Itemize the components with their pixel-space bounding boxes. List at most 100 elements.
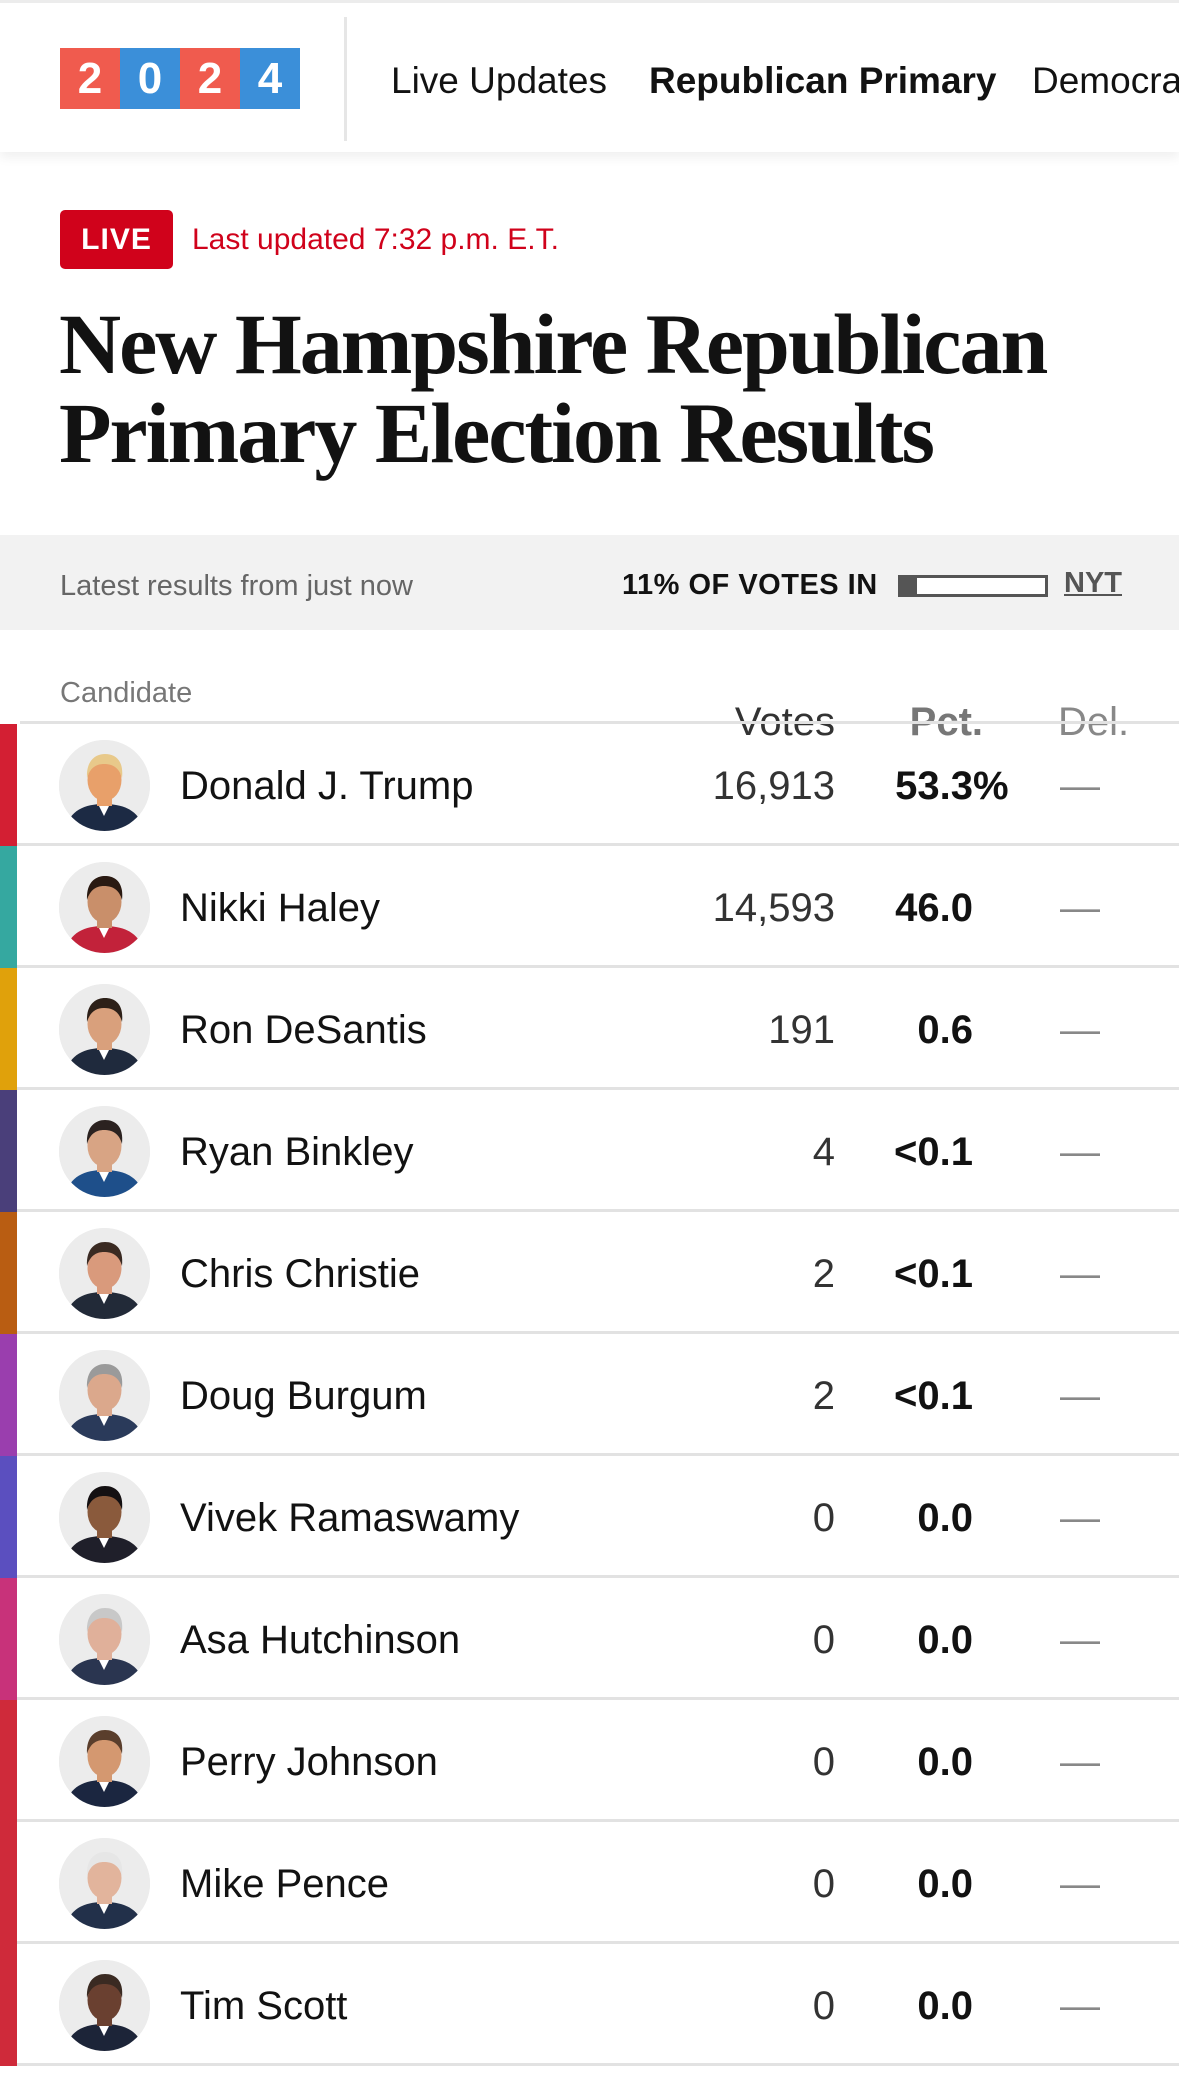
candidate-votes: 0: [812, 1740, 835, 1784]
candidate-photo-icon: [59, 1594, 150, 1685]
candidate-name: Nikki Haley: [180, 886, 381, 930]
candidate-pct-value: <0.1: [894, 1130, 973, 1174]
candidate-color-stripe: [0, 1578, 17, 1700]
table-row[interactable]: Ron DeSantis 191 0.6 —: [0, 968, 1179, 1090]
candidate-name: Chris Christie: [180, 1252, 421, 1296]
candidate-avatar: [59, 1960, 150, 2051]
candidate-pct: <0.1: [884, 1128, 973, 1176]
candidate-pct: 0.0: [884, 1494, 973, 1542]
candidate-name: Mike Pence: [180, 1862, 389, 1906]
candidate-pct: 0.6: [884, 1006, 973, 1054]
logo-digit: 2: [60, 48, 120, 109]
candidate-delegates: —: [1060, 764, 1100, 808]
candidate-photo-icon: [59, 1472, 150, 1563]
candidate-delegates: —: [1060, 886, 1100, 930]
candidate-name: Donald J. Trump: [180, 764, 474, 808]
table-row[interactable]: Asa Hutchinson 0 0.0 —: [0, 1578, 1179, 1700]
candidate-color-stripe: [0, 968, 17, 1090]
candidate-avatar: [59, 1838, 150, 1929]
candidate-pct: 46.0: [884, 884, 973, 932]
table-row[interactable]: Mike Pence 0 0.0 —: [0, 1822, 1179, 1944]
candidate-pct-value: <0.1: [894, 1374, 973, 1418]
candidate-photo-icon: [59, 984, 150, 1075]
candidate-pct-value: 53.3: [895, 764, 973, 808]
candidate-pct-value: 0.0: [917, 1862, 973, 1906]
votes-in-label: 11% OF VOTES IN: [622, 569, 878, 601]
candidate-photo-icon: [59, 1716, 150, 1807]
candidate-color-stripe: [0, 1334, 17, 1456]
candidate-color-stripe: [0, 724, 17, 846]
nav-item-democratic-primary[interactable]: Democra: [1032, 60, 1179, 101]
latest-results-text: Latest results from just now: [60, 570, 413, 602]
candidate-delegates: —: [1060, 1740, 1100, 1784]
candidate-photo-icon: [59, 1838, 150, 1929]
table-row[interactable]: Chris Christie 2 <0.1 —: [0, 1212, 1179, 1334]
table-row[interactable]: Donald J. Trump 16,913 53.3% —: [0, 724, 1179, 846]
candidate-votes: 191: [768, 1008, 835, 1052]
candidate-delegates: —: [1060, 1130, 1100, 1174]
candidate-avatar: [59, 740, 150, 831]
candidate-pct: 0.0: [884, 1982, 973, 2030]
candidate-pct-value: 0.0: [917, 1740, 973, 1784]
candidate-votes: 4: [812, 1130, 835, 1174]
candidate-votes: 2: [812, 1374, 835, 1418]
candidate-pct: <0.1: [884, 1372, 973, 1420]
nav-item-republican-primary[interactable]: Republican Primary: [649, 60, 997, 101]
candidate-votes: 14,593: [712, 886, 835, 930]
candidate-avatar: [59, 1106, 150, 1197]
candidate-pct-suffix: %: [973, 764, 1009, 808]
candidate-name: Vivek Ramaswamy: [180, 1496, 520, 1540]
candidate-name: Tim Scott: [180, 1984, 348, 2028]
candidate-pct: 0.0: [884, 1860, 973, 1908]
nav-item-live-updates[interactable]: Live Updates: [391, 60, 607, 101]
candidate-name: Asa Hutchinson: [180, 1618, 461, 1662]
candidate-photo-icon: [59, 862, 150, 953]
candidate-color-stripe: [0, 1456, 17, 1578]
candidate-photo-icon: [59, 1350, 150, 1441]
candidate-name: Doug Burgum: [180, 1374, 427, 1418]
candidate-pct: <0.1: [884, 1250, 973, 1298]
candidate-votes: 0: [812, 1984, 835, 2028]
table-row[interactable]: Ryan Binkley 4 <0.1 —: [0, 1090, 1179, 1212]
top-nav: 2 0 2 4 Live Updates Republican Primary …: [0, 0, 1179, 152]
table-row[interactable]: Tim Scott 0 0.0 —: [0, 1944, 1179, 2066]
candidate-delegates: —: [1060, 1374, 1100, 1418]
logo-digit: 0: [120, 48, 180, 109]
candidate-delegates: —: [1060, 1862, 1100, 1906]
logo-digit: 4: [240, 48, 300, 109]
table-row[interactable]: Nikki Haley 14,593 46.0 —: [0, 846, 1179, 968]
nyt-source-link[interactable]: NYT: [1064, 567, 1122, 599]
candidate-votes: 0: [812, 1496, 835, 1540]
candidate-pct: 0.0: [884, 1616, 973, 1664]
candidate-votes: 0: [812, 1618, 835, 1662]
candidate-avatar: [59, 984, 150, 1075]
logo-digit: 2: [180, 48, 240, 109]
candidate-delegates: —: [1060, 1496, 1100, 1540]
candidate-color-stripe: [0, 1822, 17, 1944]
candidate-pct-value: 46.0: [895, 886, 973, 930]
candidate-pct-value: 0.6: [917, 1008, 973, 1052]
candidate-photo-icon: [59, 1106, 150, 1197]
candidate-avatar: [59, 1350, 150, 1441]
candidate-votes: 16,913: [712, 764, 835, 808]
candidate-pct: 0.0: [884, 1738, 973, 1786]
table-row[interactable]: Vivek Ramaswamy 0 0.0 —: [0, 1456, 1179, 1578]
table-row[interactable]: Doug Burgum 2 <0.1 —: [0, 1334, 1179, 1456]
candidate-color-stripe: [0, 1700, 17, 1822]
candidate-pct-value: 0.0: [917, 1496, 973, 1540]
results-status-bar: Latest results from just now 11% OF VOTE…: [0, 535, 1179, 630]
candidate-delegates: —: [1060, 1618, 1100, 1662]
candidate-name: Ryan Binkley: [180, 1130, 414, 1174]
votes-in-progress-fill: [901, 578, 917, 594]
election-2024-logo[interactable]: 2 0 2 4: [60, 48, 300, 109]
candidate-color-stripe: [0, 1212, 17, 1334]
results-table-header: Candidate Votes Pct. Del.: [0, 660, 1179, 744]
candidate-delegates: —: [1060, 1984, 1100, 2028]
candidate-pct-value: 0.0: [917, 1618, 973, 1662]
table-row[interactable]: Perry Johnson 0 0.0 —: [0, 1700, 1179, 1822]
candidate-pct-value: <0.1: [894, 1252, 973, 1296]
page-title: New Hampshire Republican Primary Electio…: [59, 296, 1048, 481]
live-badge: LIVE: [60, 210, 173, 269]
candidate-photo-icon: [59, 1228, 150, 1319]
